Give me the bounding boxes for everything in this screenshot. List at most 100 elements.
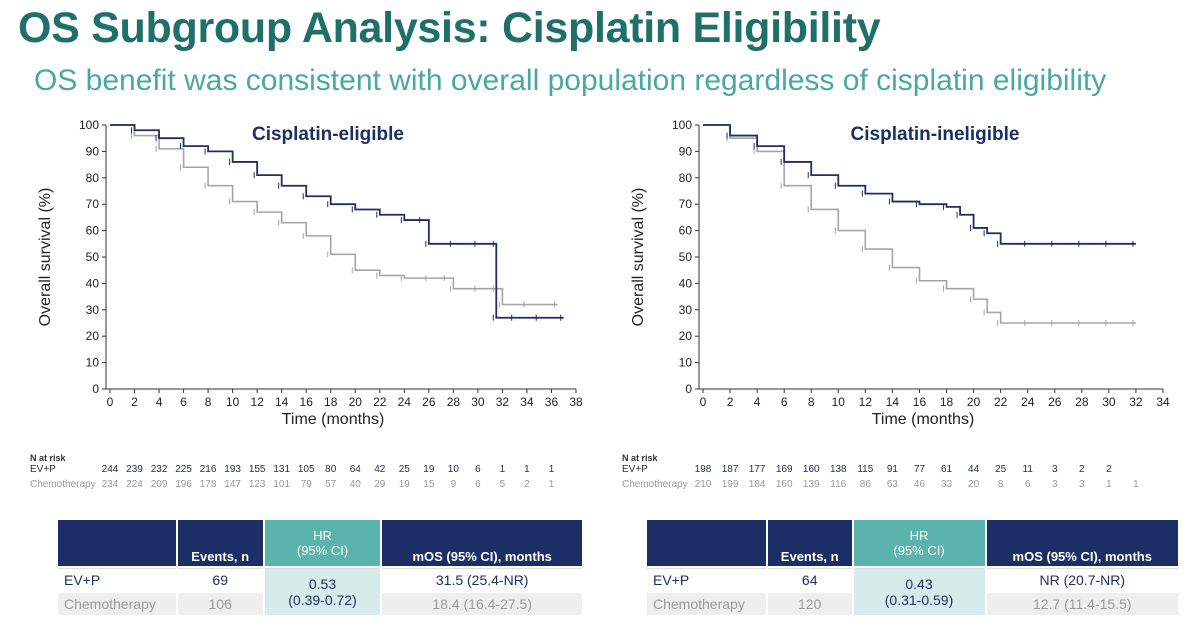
x-tick-label: 34 [1156, 395, 1170, 409]
x-tick-label: 6 [180, 395, 187, 409]
at-risk-value: 44 [968, 464, 980, 475]
events-evp: 64 [767, 568, 852, 591]
page-title: OS Subgroup Analysis: Cisplatin Eligibil… [18, 4, 881, 52]
y-tick-label: 30 [679, 303, 693, 317]
x-tick-label: 14 [886, 395, 900, 409]
at-risk-value: 25 [995, 464, 1007, 475]
at-risk-value: 63 [886, 479, 898, 490]
header-empty [647, 520, 766, 566]
at-risk-value: 3 [1051, 479, 1058, 490]
y-tick-label: 70 [86, 197, 100, 211]
at-risk-value: 239 [126, 464, 143, 475]
at-risk-value: 19 [423, 464, 435, 475]
x-tick-label: 16 [913, 395, 927, 409]
at-risk-value: 187 [721, 464, 739, 475]
at-risk-value: 5 [499, 479, 506, 490]
at-risk-value: 80 [325, 464, 337, 475]
events-chemo: 120 [767, 593, 852, 615]
at-risk-value: 115 [857, 464, 874, 475]
row-label-evp: EV+P [58, 568, 176, 591]
y-tick-label: 100 [672, 118, 692, 132]
mos-chemo: 12.7 (11.4-15.5) [986, 593, 1178, 615]
at-risk-value: 6 [1024, 479, 1031, 490]
at-risk-value: 8 [997, 479, 1004, 490]
at-risk-value: 33 [940, 479, 953, 490]
header-mos: mOS (95% CI), months [382, 520, 582, 566]
x-axis-label: Time (months) [872, 411, 975, 428]
x-tick-label: 4 [754, 395, 761, 409]
at-risk-value: 177 [748, 464, 766, 475]
at-risk-value: 61 [940, 464, 953, 475]
x-tick-label: 38 [569, 395, 583, 409]
at-risk-value: 116 [830, 479, 847, 490]
at-risk-value: 139 [802, 479, 820, 490]
at-risk-value: 160 [775, 479, 793, 490]
x-tick-label: 14 [275, 395, 289, 409]
at-risk-value: 64 [349, 464, 361, 475]
at-risk-value: 101 [273, 479, 291, 490]
header-mos: mOS (95% CI), months [986, 520, 1178, 566]
y-tick-label: 0 [92, 382, 99, 396]
x-tick-label: 8 [808, 395, 815, 409]
at-risk-value: 86 [859, 479, 871, 490]
x-tick-label: 32 [496, 395, 510, 409]
at-risk-value: 198 [694, 464, 712, 475]
row-label-chemo: Chemotherapy [58, 593, 176, 615]
x-tick-label: 18 [324, 395, 338, 409]
at-risk-value: 25 [398, 464, 410, 475]
at-risk-value: 2 [524, 479, 530, 490]
x-tick-label: 6 [781, 395, 788, 409]
summary-table-ineligible: Events, n HR (95% CI) mOS (95% CI), mont… [645, 518, 1180, 617]
at-risk-header: N at risk [30, 453, 66, 463]
at-risk-value: 216 [199, 464, 217, 475]
y-tick-label: 40 [86, 276, 100, 290]
x-tick-label: 24 [1021, 395, 1035, 409]
at-risk-value: 123 [248, 479, 266, 490]
at-risk-value: 160 [802, 464, 820, 475]
x-tick-label: 34 [520, 395, 534, 409]
at-risk-value: 2 [1106, 464, 1112, 475]
y-tick-label: 90 [86, 144, 100, 158]
x-tick-label: 8 [205, 395, 212, 409]
chart-title: Cisplatin-ineligible [851, 124, 1020, 145]
at-risk-value: 138 [829, 464, 847, 475]
x-tick-label: 10 [226, 395, 240, 409]
row-label-evp: EV+P [647, 568, 766, 591]
at-risk-value: 57 [325, 479, 337, 490]
at-risk-value: 209 [150, 479, 168, 490]
y-tick-label: 10 [86, 356, 100, 370]
y-tick-label: 80 [679, 171, 693, 185]
x-tick-label: 32 [1129, 395, 1143, 409]
at-risk-value: 20 [968, 479, 980, 490]
y-tick-label: 80 [86, 171, 100, 185]
header-events: Events, n [177, 520, 263, 566]
page-subtitle: OS benefit was consistent with overall p… [34, 64, 1107, 97]
mos-chemo: 18.4 (16.4-27.5) [382, 593, 582, 615]
at-risk-value: 210 [694, 479, 712, 490]
mos-evp: NR (20.7-NR) [986, 568, 1178, 591]
at-risk-row-label: Chemotherapy [622, 479, 688, 490]
y-tick-label: 30 [86, 303, 100, 317]
x-tick-label: 22 [994, 395, 1008, 409]
x-tick-label: 36 [545, 395, 559, 409]
x-tick-label: 26 [422, 395, 436, 409]
evp-survival-line [110, 124, 564, 319]
at-risk-value: 234 [101, 479, 119, 490]
at-risk-value: 131 [273, 464, 291, 475]
at-risk-header: N at risk [622, 453, 658, 463]
y-tick-label: 20 [679, 329, 693, 343]
at-risk-value: 10 [447, 464, 459, 475]
x-tick-label: 4 [156, 395, 163, 409]
header-events: Events, n [767, 520, 852, 566]
hr-ci: (0.31-0.59) [884, 592, 954, 608]
header-empty [58, 520, 176, 566]
at-risk-value: 224 [126, 479, 143, 490]
at-risk-value: 147 [224, 479, 241, 490]
at-risk-value: 1 [524, 464, 530, 475]
y-axis-label: Overall survival (%) [630, 188, 647, 327]
at-risk-row-label: EV+P [622, 464, 648, 475]
x-tick-label: 0 [107, 395, 114, 409]
x-tick-label: 12 [859, 395, 873, 409]
at-risk-value: 6 [475, 464, 481, 475]
